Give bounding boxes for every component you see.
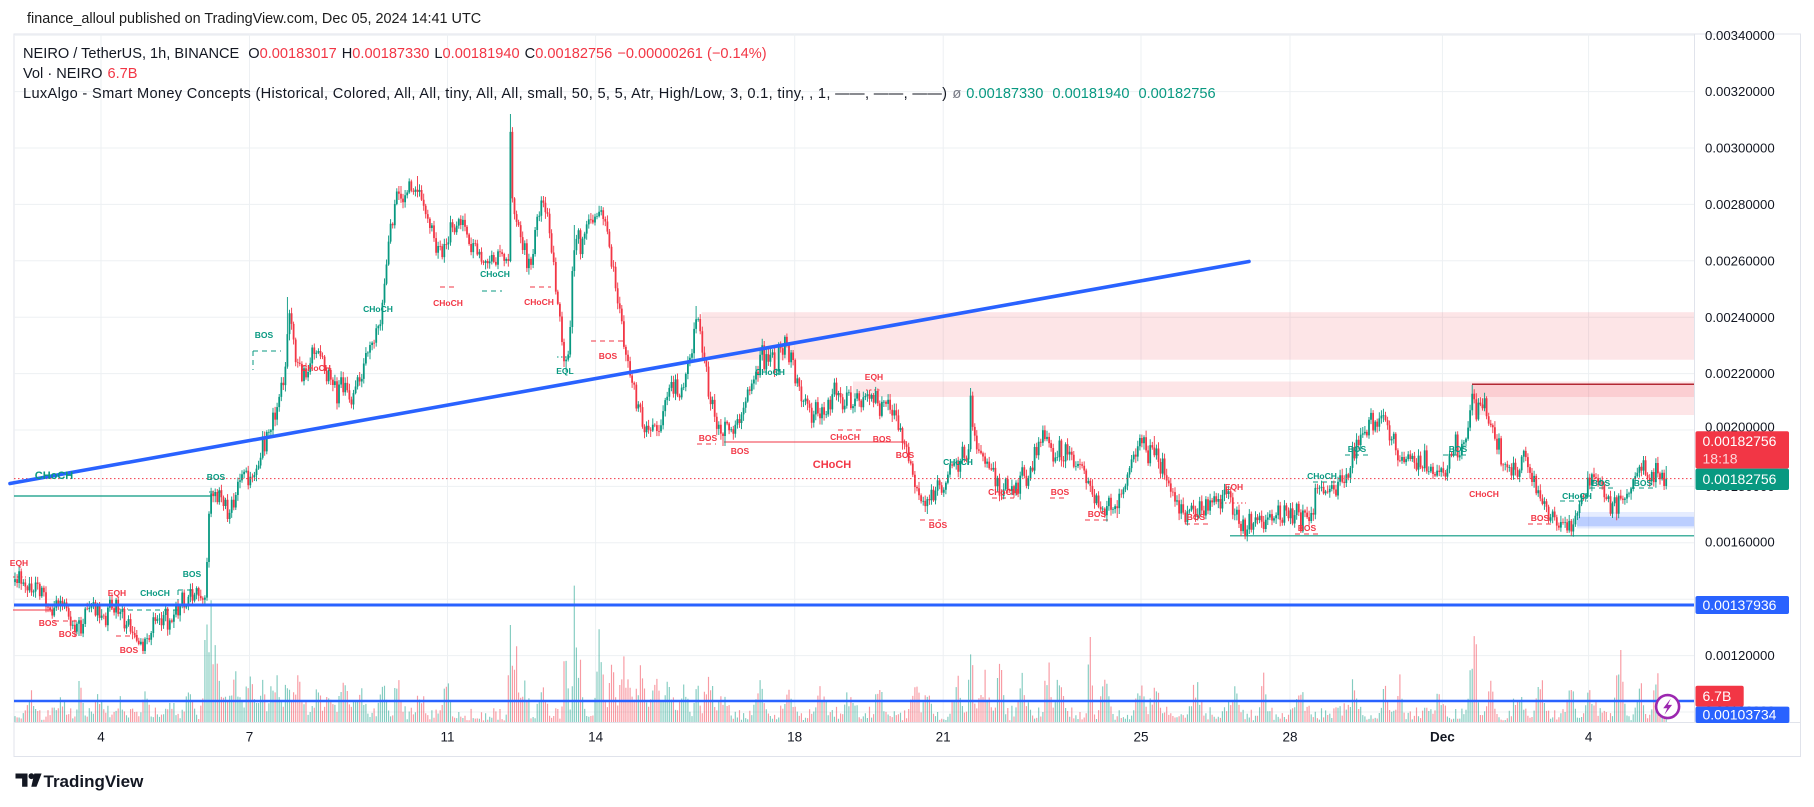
svg-text:CHoCH: CHoCH bbox=[1307, 471, 1337, 481]
svg-text:EQL: EQL bbox=[556, 366, 573, 376]
svg-text:6.7B: 6.7B bbox=[1703, 688, 1732, 704]
svg-text:0.00220000: 0.00220000 bbox=[1705, 366, 1775, 381]
svg-text:0.00182756: 0.00182756 bbox=[1703, 471, 1777, 487]
svg-text:4: 4 bbox=[97, 730, 105, 745]
svg-text:BOS: BOS bbox=[1088, 509, 1107, 519]
svg-text:BOS: BOS bbox=[1449, 444, 1468, 454]
svg-text:BOS: BOS bbox=[873, 434, 892, 444]
svg-text:BOS: BOS bbox=[1634, 478, 1653, 488]
svg-text:CHoCH: CHoCH bbox=[524, 297, 554, 307]
svg-text:Dec: Dec bbox=[1430, 730, 1455, 745]
svg-text:BOS: BOS bbox=[1348, 444, 1367, 454]
svg-text:CHoCH: CHoCH bbox=[35, 470, 74, 482]
svg-text:25: 25 bbox=[1133, 730, 1148, 745]
svg-text:0.00340000: 0.00340000 bbox=[1705, 28, 1775, 43]
svg-text:BOS: BOS bbox=[1187, 512, 1206, 522]
svg-text:CHoCH: CHoCH bbox=[433, 298, 463, 308]
svg-text:BOS: BOS bbox=[896, 450, 915, 460]
svg-text:BOS: BOS bbox=[120, 645, 139, 655]
svg-text:BOS: BOS bbox=[929, 520, 948, 530]
svg-text:18: 18 bbox=[787, 730, 802, 745]
svg-text:0.00240000: 0.00240000 bbox=[1705, 310, 1775, 325]
svg-text:BOS: BOS bbox=[183, 569, 202, 579]
svg-text:BOS: BOS bbox=[1051, 487, 1070, 497]
svg-text:0.00320000: 0.00320000 bbox=[1705, 84, 1775, 99]
svg-text:EQH: EQH bbox=[1225, 482, 1243, 492]
svg-text:0.00103734: 0.00103734 bbox=[1703, 707, 1777, 723]
svg-text:0.00120000: 0.00120000 bbox=[1705, 648, 1775, 663]
svg-text:0.00260000: 0.00260000 bbox=[1705, 253, 1775, 268]
svg-text:CHoCH: CHoCH bbox=[363, 304, 393, 314]
svg-text:BOS: BOS bbox=[59, 629, 78, 639]
svg-text:CHoCH: CHoCH bbox=[830, 432, 860, 442]
svg-text:CHoCH: CHoCH bbox=[1469, 489, 1499, 499]
svg-text:BOS: BOS bbox=[731, 446, 750, 456]
svg-text:4: 4 bbox=[1585, 730, 1593, 745]
svg-text:BOS: BOS bbox=[1592, 478, 1611, 488]
svg-text:CHoCH: CHoCH bbox=[1562, 491, 1592, 501]
svg-text:CHoCH: CHoCH bbox=[943, 457, 973, 467]
svg-text:CHoCH: CHoCH bbox=[755, 367, 785, 377]
svg-text:7: 7 bbox=[246, 730, 254, 745]
svg-text:0.00160000: 0.00160000 bbox=[1705, 535, 1775, 550]
svg-text:EQH: EQH bbox=[10, 558, 28, 568]
svg-text:28: 28 bbox=[1282, 730, 1297, 745]
svg-text:0.00300000: 0.00300000 bbox=[1705, 141, 1775, 156]
svg-text:CHoCH: CHoCH bbox=[480, 269, 510, 279]
svg-text:CHoCH: CHoCH bbox=[988, 487, 1018, 497]
svg-text:CHoCH: CHoCH bbox=[140, 588, 170, 598]
svg-text:BOS: BOS bbox=[599, 351, 618, 361]
svg-text:0.00200000: 0.00200000 bbox=[1705, 420, 1775, 435]
svg-text:BOS: BOS bbox=[255, 330, 274, 340]
svg-text:TradingView: TradingView bbox=[44, 772, 145, 791]
svg-text:CHoCH: CHoCH bbox=[813, 459, 852, 471]
svg-text:EQH: EQH bbox=[108, 588, 126, 598]
svg-text:0.00137936: 0.00137936 bbox=[1703, 597, 1777, 613]
svg-text:EQH: EQH bbox=[865, 372, 883, 382]
svg-text:18:18: 18:18 bbox=[1703, 450, 1738, 466]
svg-text:0.00182756: 0.00182756 bbox=[1703, 433, 1777, 449]
svg-text:BOS: BOS bbox=[1531, 513, 1550, 523]
svg-text:0.00280000: 0.00280000 bbox=[1705, 197, 1775, 212]
svg-text:BOS: BOS bbox=[1298, 523, 1317, 533]
svg-text:BOS: BOS bbox=[39, 618, 58, 628]
svg-text:BOS: BOS bbox=[699, 433, 718, 443]
svg-text:14: 14 bbox=[588, 730, 604, 745]
svg-text:CHoCH: CHoCH bbox=[301, 363, 331, 373]
svg-text:21: 21 bbox=[936, 730, 951, 745]
svg-text:11: 11 bbox=[440, 730, 454, 745]
svg-text:BOS: BOS bbox=[207, 472, 226, 482]
